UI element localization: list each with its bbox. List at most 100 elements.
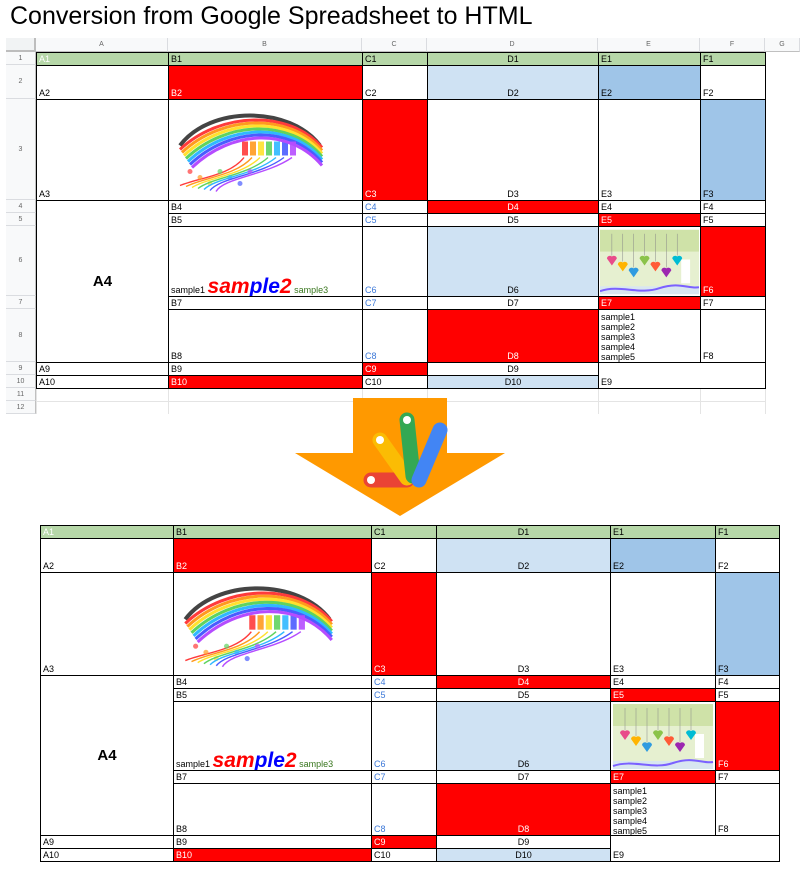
cell-a10: A10 (40, 848, 174, 862)
heart-ornaments-image (599, 229, 700, 296)
cell-f2: F2 (715, 538, 780, 573)
cell-d7-text: D7 (507, 298, 519, 308)
html-output-table: A1 B1 C1 D1 E1 F1 A2 B2 C2 D2 E2 F2 A3 C3 D3 E3 F3 A4 B4 C4… (40, 525, 780, 862)
rich-text-part2b: ple (249, 275, 280, 297)
cell-d9: D9 (427, 362, 599, 376)
row-header-8[interactable]: 8 (6, 309, 36, 362)
cell-c8-text: C8 (374, 824, 386, 834)
cell-d8: D8 (436, 783, 611, 836)
cell-d1: D1 (436, 525, 611, 539)
cell-d5: D5 (427, 213, 599, 227)
row-header-4[interactable]: 4 (6, 200, 36, 213)
cell-f2: F2 (700, 65, 766, 100)
cell-e7: E7 (610, 770, 716, 784)
cell-f1-text: F1 (703, 54, 714, 64)
cell-c2: C2 (371, 538, 437, 573)
rich-text-part2b: ple (254, 749, 285, 771)
cell-a4-label: A4 (92, 272, 113, 290)
row-header-9[interactable]: 9 (6, 362, 36, 375)
row-header-7[interactable]: 7 (6, 296, 36, 309)
column-header-f[interactable]: F (700, 38, 765, 52)
column-header-c[interactable]: C (362, 38, 427, 52)
cell-d1-text: D1 (507, 54, 519, 64)
cell-c9: C9 (362, 362, 428, 376)
multiline-item: sample3 (601, 332, 636, 342)
cell-a9: A9 (40, 835, 174, 849)
cell-d4: D4 (436, 675, 611, 689)
cell-b7: B7 (173, 770, 372, 784)
cell-d3: D3 (436, 572, 611, 676)
row-header-12[interactable]: 12 (6, 401, 36, 414)
cell-a9: A9 (36, 362, 169, 376)
cell-c9-text: C9 (374, 837, 386, 847)
cell-b9-text: B9 (171, 364, 183, 374)
cell-b5-text: B5 (171, 215, 183, 225)
cell-d5-text: D5 (517, 690, 530, 700)
cell-a2-text: A2 (39, 88, 51, 98)
cell-b8: B8 (168, 309, 363, 363)
cell-a2: A2 (40, 538, 174, 573)
cell-a10: A10 (36, 375, 169, 389)
cell-a9-text: A9 (39, 364, 51, 374)
cell-f2-text: F2 (703, 88, 714, 98)
cell-b7-text: B7 (171, 298, 183, 308)
multiline-item: sample4 (601, 342, 636, 352)
cell-c10: C10 (371, 848, 437, 862)
row-header-2[interactable]: 2 (6, 65, 36, 99)
cell-b5: B5 (173, 688, 372, 702)
row-header-6[interactable]: 6 (6, 226, 36, 296)
cell-a4: A4 (36, 200, 169, 363)
column-header-a[interactable]: A (36, 38, 168, 52)
cell-e3: E3 (610, 572, 716, 676)
cell-a10-text: A10 (43, 850, 60, 860)
cell-d7: D7 (436, 770, 611, 784)
cell-c3: C3 (371, 572, 437, 676)
multiline-item: sample2 (613, 796, 648, 806)
cell-b4-text: B4 (176, 677, 188, 687)
row-header-3[interactable]: 3 (6, 99, 36, 200)
down-arrow-icon (295, 398, 505, 516)
gridline-col-5 (700, 388, 701, 414)
column-header-b[interactable]: B (168, 38, 362, 52)
cell-a3: A3 (36, 99, 169, 201)
cell-a4: A4 (40, 675, 174, 836)
cell-d9-text: D9 (517, 837, 530, 847)
multiline-item: sample5 (601, 352, 636, 362)
cell-d1: D1 (427, 52, 599, 66)
multiline-item: sample3 (613, 806, 648, 816)
cell-f6-text: F6 (718, 759, 729, 769)
cell-a3-text: A3 (39, 189, 51, 199)
select-all-corner[interactable] (6, 38, 36, 52)
cell-d7: D7 (427, 296, 599, 310)
cell-e7: E7 (598, 296, 701, 310)
row-header-5[interactable]: 5 (6, 213, 36, 226)
column-header-d[interactable]: D (427, 38, 598, 52)
gridline-col-0 (36, 388, 37, 414)
cell-e2: E2 (610, 538, 716, 573)
cell-c1: C1 (371, 525, 437, 539)
cell-e1-text: E1 (601, 54, 613, 64)
cell-c7-text: C7 (374, 772, 386, 782)
cell-e8: sample1 sample2 sample3 sample4 sample5 (610, 783, 716, 836)
row-header-1[interactable]: 1 (6, 52, 36, 65)
cell-e4: E4 (598, 200, 701, 214)
cell-f8: F8 (715, 783, 780, 836)
cell-c2-text: C2 (365, 88, 377, 98)
cell-d3-text: D3 (517, 664, 530, 674)
cell-e3-text: E3 (613, 664, 625, 674)
cell-d2: D2 (436, 538, 611, 573)
cell-f3-text: F3 (703, 189, 714, 199)
cell-f8-text: F8 (718, 824, 729, 834)
column-header-e[interactable]: E (598, 38, 700, 52)
cell-d8-text: D8 (507, 351, 519, 361)
row-header-10[interactable]: 10 (6, 375, 36, 388)
cell-c6: C6 (362, 226, 428, 297)
cell-c4: C4 (371, 675, 437, 689)
cell-f7-text: F7 (703, 298, 714, 308)
cell-e4-text: E4 (613, 677, 625, 687)
column-header-g[interactable]: G (765, 38, 800, 52)
cell-b8-text: B8 (176, 824, 188, 834)
rainbow-paint-strokes-image (175, 575, 340, 675)
row-header-11[interactable]: 11 (6, 388, 36, 401)
